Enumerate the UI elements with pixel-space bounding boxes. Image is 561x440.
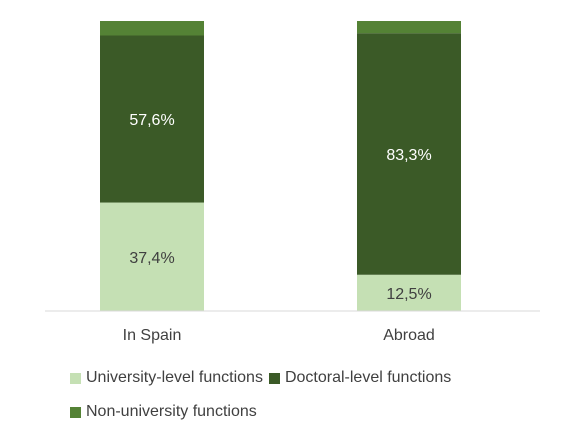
x-tick-label-abroad: Abroad bbox=[383, 327, 435, 344]
x-tick-labels-group: In Spain Abroad bbox=[123, 327, 435, 344]
bars-group bbox=[100, 21, 461, 311]
legend-swatch-university bbox=[70, 372, 81, 384]
legend-swatch-non-university bbox=[70, 406, 81, 418]
legend-label-university: University-level functions bbox=[86, 369, 263, 386]
legend-row-2: Non-university functions bbox=[70, 401, 550, 423]
legend-swatch-doctoral bbox=[268, 372, 280, 384]
legend-label-doctoral: Doctoral-level functions bbox=[284, 369, 452, 386]
legend-item-non-university: Non-university functions bbox=[70, 403, 257, 421]
bar-in-spain-doctoral-level-functions bbox=[100, 35, 204, 203]
bar-in-spain-university-level-functions bbox=[100, 202, 204, 311]
data-label-abroad-university-level-functions: 12,5% bbox=[386, 286, 431, 303]
bar-abroad-non-university-functions bbox=[357, 21, 461, 34]
legend-row-1: University-level functions Doctoral-leve… bbox=[70, 367, 550, 389]
bar-in-spain-non-university-functions bbox=[100, 21, 204, 36]
data-labels-group: 37,4% 57,6% 12,5% 83,3% bbox=[129, 112, 431, 303]
bar-abroad-university-level-functions bbox=[357, 274, 461, 311]
stacked-bar-chart: 37,4% 57,6% 12,5% 83,3% In Spain Abroad bbox=[45, 21, 540, 344]
bar-abroad-doctoral-level-functions bbox=[357, 33, 461, 275]
x-tick-label-in-spain: In Spain bbox=[123, 327, 182, 344]
data-label-in-spain-university-level-functions: 37,4% bbox=[129, 250, 174, 267]
legend-item-university: University-level functions bbox=[70, 369, 263, 387]
data-label-in-spain-doctoral-level-functions: 57,6% bbox=[129, 112, 174, 129]
legend-label-non-university: Non-university functions bbox=[86, 403, 257, 420]
legend: University-level functions Doctoral-leve… bbox=[70, 367, 550, 435]
legend-item-doctoral: Doctoral-level functions bbox=[268, 369, 452, 387]
data-label-abroad-doctoral-level-functions: 83,3% bbox=[386, 147, 431, 164]
